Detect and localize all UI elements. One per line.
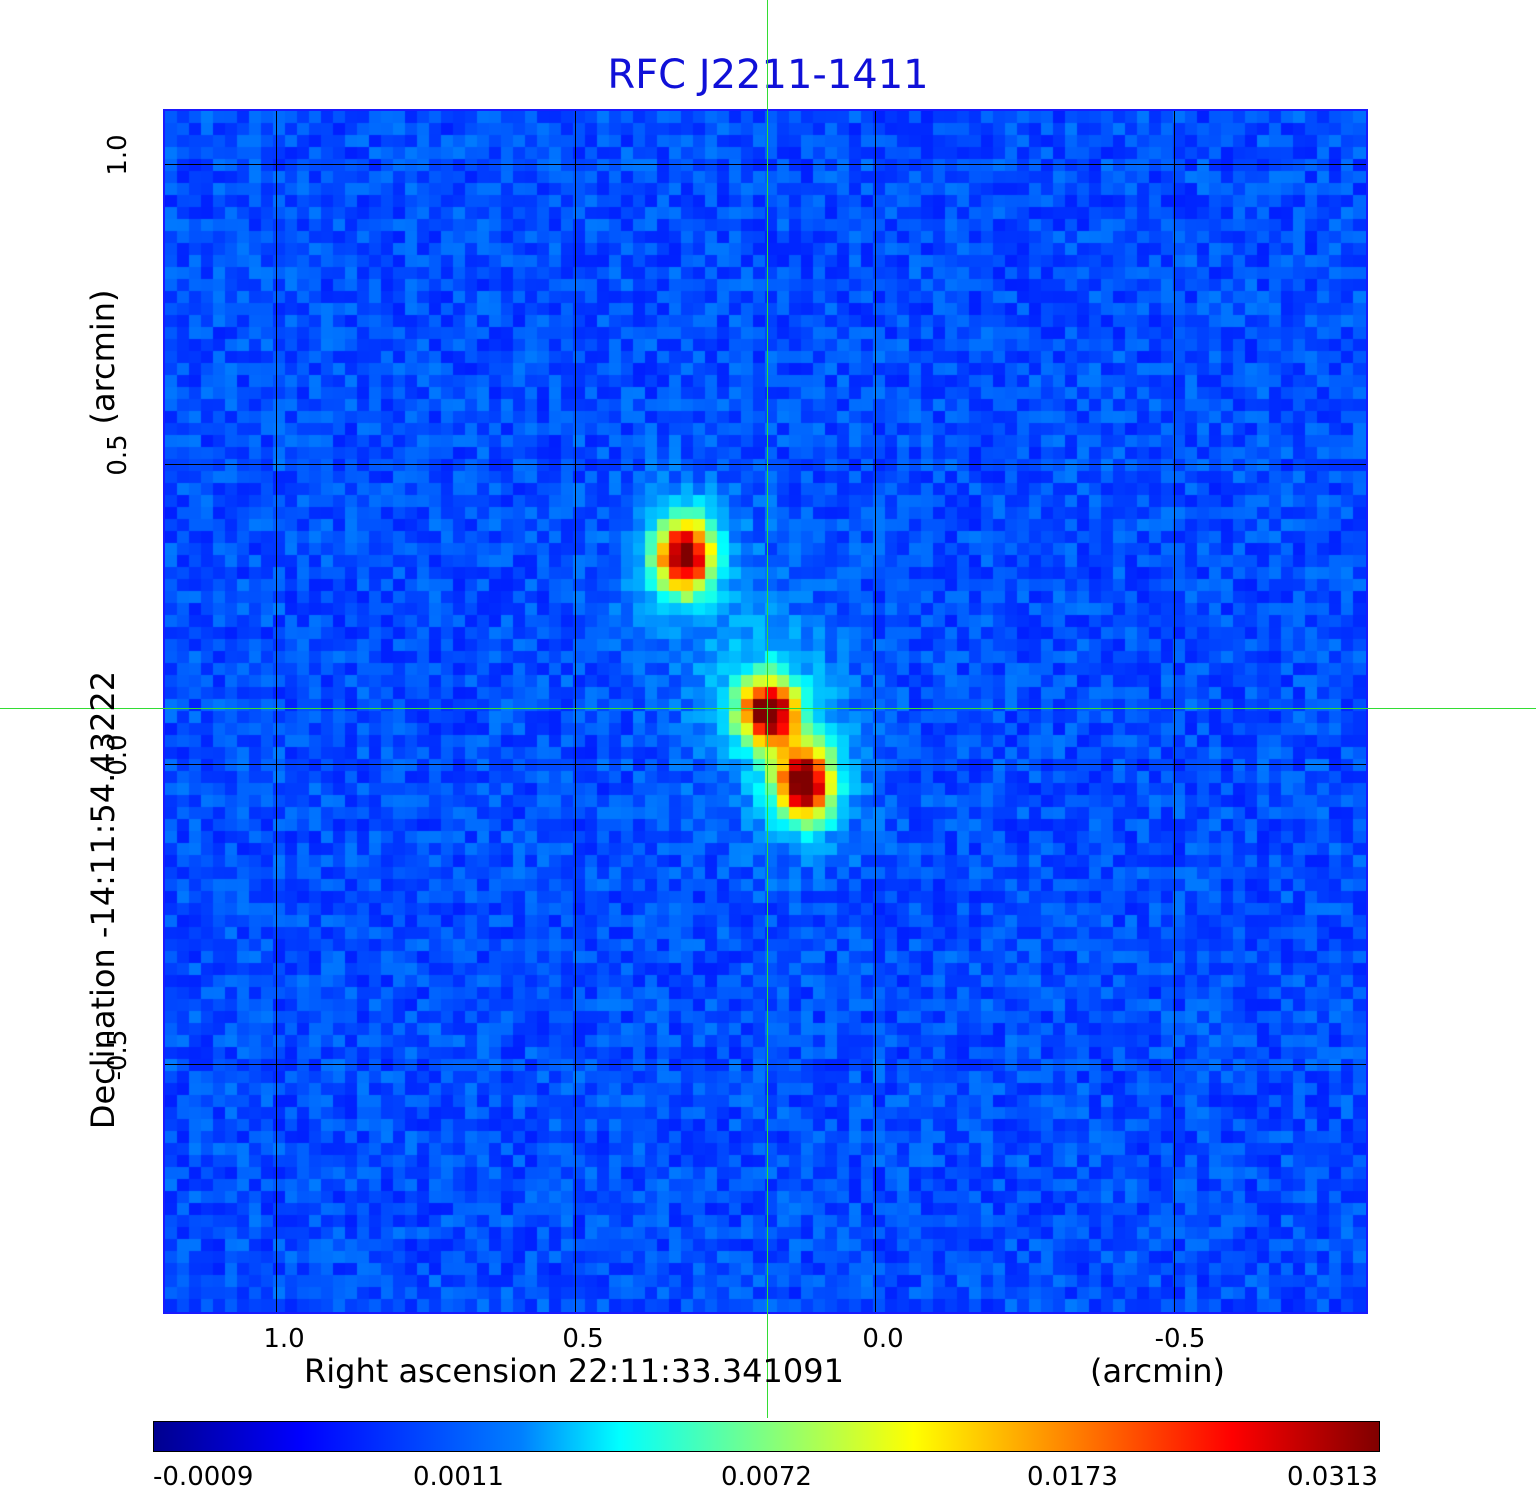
y-axis-label: Declination -14:11:54.43222 xyxy=(84,670,122,1130)
grid-line-dec-0.0 xyxy=(165,764,1366,765)
crosshair-vertical xyxy=(767,0,768,1418)
y-axis-unit: (arcmin) xyxy=(84,289,122,425)
image-panel xyxy=(163,109,1368,1314)
grid-line-ra-1.0 xyxy=(276,111,277,1312)
colorbar xyxy=(153,1421,1380,1452)
x-tick-label: 0.0 xyxy=(862,1324,904,1354)
plot-title: RFC J2211-1411 xyxy=(607,52,929,98)
y-tick-label: 0.5 xyxy=(103,434,133,476)
x-axis-label: Right ascension 22:11:33.341091 xyxy=(304,1352,844,1390)
grid-line-ra-0.0 xyxy=(875,111,876,1312)
plot-frame xyxy=(163,109,1368,1314)
colorbar-tick-label: 0.0072 xyxy=(721,1462,812,1492)
grid-line-dec--0.5 xyxy=(165,1064,1366,1065)
colorbar-tick-label: 0.0173 xyxy=(1027,1462,1118,1492)
grid-line-dec-1.0 xyxy=(165,164,1366,165)
x-axis-unit: (arcmin) xyxy=(1090,1352,1225,1390)
grid-line-ra--0.5 xyxy=(1174,111,1175,1312)
colorbar-tick-label: 0.0313 xyxy=(1287,1462,1378,1492)
x-tick-label: -0.5 xyxy=(1154,1324,1206,1354)
colorbar-tick-label: 0.0011 xyxy=(413,1462,504,1492)
grid-line-dec-0.5 xyxy=(165,464,1366,465)
radio-image xyxy=(165,111,1366,1312)
grid-line-ra-0.5 xyxy=(575,111,576,1312)
y-tick-label: 1.0 xyxy=(103,134,133,176)
crosshair-horizontal xyxy=(0,708,1536,709)
x-tick-label: 0.5 xyxy=(562,1324,604,1354)
x-tick-label: 1.0 xyxy=(263,1324,305,1354)
colorbar-tick-label: -0.0009 xyxy=(153,1462,254,1492)
